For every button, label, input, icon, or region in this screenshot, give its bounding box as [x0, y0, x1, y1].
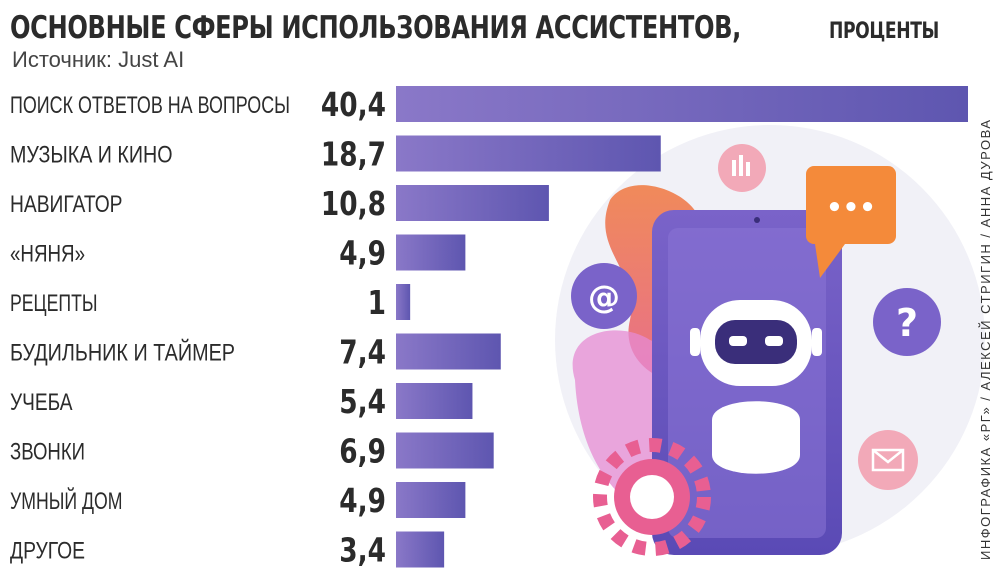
source-label: Источник: Just AI	[12, 47, 185, 72]
category-label: РЕЦЕПТЫ	[10, 290, 98, 317]
credit-label: ИНФОГРАФИКА «РГ» / АЛЕКСЕЙ СТРИГИН / АНН…	[978, 118, 993, 561]
envelope-icon	[858, 430, 918, 490]
category-label: ЗВОНКИ	[10, 439, 85, 466]
bar	[396, 185, 549, 221]
value-label: 3,4	[339, 532, 386, 571]
value-label: 18,7	[321, 136, 386, 175]
bar	[396, 86, 968, 122]
bar-series: ПОИСК ОТВЕТОВ НА ВОПРОСЫ 40,4 МУЗЫКА И КИН…	[10, 86, 968, 570]
chat-dots: •••	[826, 193, 876, 223]
category-label: «НЯНЯ»	[10, 241, 85, 268]
bar	[396, 333, 501, 370]
category-label: ДРУГОЕ	[10, 538, 85, 565]
bar	[396, 383, 473, 419]
robot-body-icon	[712, 401, 800, 474]
bar	[396, 284, 411, 320]
at-sign-icon	[571, 263, 637, 329]
svg-text:@: @	[588, 278, 620, 316]
title-unit: проценты	[829, 19, 940, 44]
bar	[396, 482, 466, 518]
bar	[396, 135, 661, 172]
value-label: 1	[368, 284, 386, 323]
value-label: 4,9	[339, 235, 386, 274]
value-label: 10,8	[321, 185, 386, 224]
assistant-illustration: ••• @ ?	[555, 125, 985, 556]
category-label: УМНЫЙ ДОМ	[10, 487, 123, 515]
category-label: БУДИЛЬНИК И ТАЙМЕР	[10, 339, 235, 367]
value-label: 5,4	[339, 383, 386, 422]
category-label: ПОИСК ОТВЕТОВ НА ВОПРОСЫ	[10, 92, 290, 119]
value-label: 40,4	[321, 86, 386, 125]
chat-bubble-icon	[806, 166, 896, 244]
gear-icon	[593, 438, 711, 556]
category-label: УЧЕБА	[10, 389, 73, 416]
bar	[396, 234, 466, 271]
bar	[396, 432, 494, 469]
question-icon	[873, 288, 941, 356]
svg-text:?: ?	[896, 301, 918, 345]
value-label: 6,9	[339, 433, 386, 472]
value-label: 7,4	[339, 334, 386, 373]
bar	[396, 531, 445, 568]
value-label: 4,9	[339, 482, 386, 521]
category-label: МУЗЫКА И КИНО	[10, 142, 173, 169]
page-title: ОСНОВНЫЕ СФЕРЫ ИСПОЛЬЗОВАНИЯ АССИСТЕНТОВ…	[10, 10, 940, 46]
category-label: НАВИГАТОР	[10, 191, 123, 218]
